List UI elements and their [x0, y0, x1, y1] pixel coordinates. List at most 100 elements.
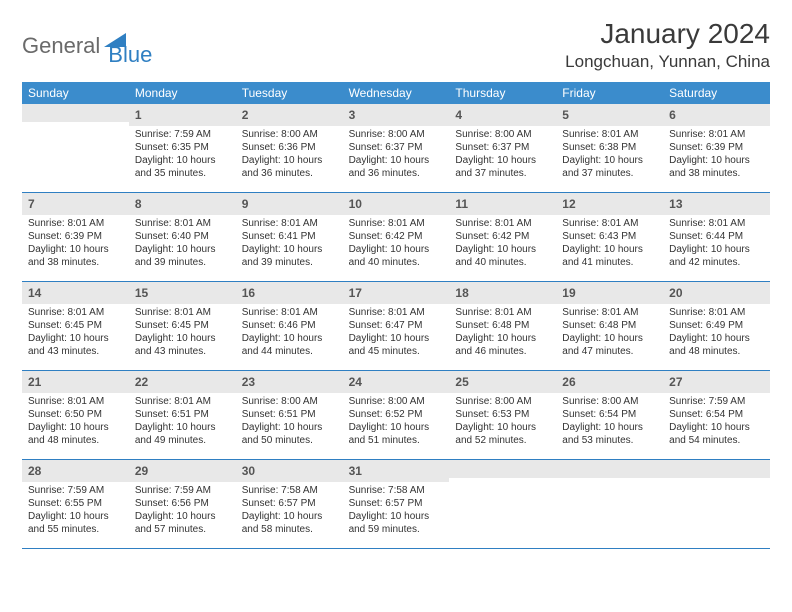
- detail-d2: and 49 minutes.: [135, 434, 230, 447]
- day-details: Sunrise: 7:58 AMSunset: 6:57 PMDaylight:…: [236, 482, 343, 542]
- day-cell: 24Sunrise: 8:00 AMSunset: 6:52 PMDayligh…: [343, 371, 450, 459]
- day-number: 27: [669, 375, 682, 389]
- day-details: Sunrise: 7:58 AMSunset: 6:57 PMDaylight:…: [343, 482, 450, 542]
- day-details: Sunrise: 8:01 AMSunset: 6:51 PMDaylight:…: [129, 393, 236, 453]
- day-number: 10: [349, 197, 362, 211]
- detail-d2: and 58 minutes.: [242, 523, 337, 536]
- detail-sr: Sunrise: 8:00 AM: [349, 128, 444, 141]
- daynum-row: 11: [449, 193, 556, 215]
- detail-d2: and 39 minutes.: [135, 256, 230, 269]
- day-cell: 21Sunrise: 8:01 AMSunset: 6:50 PMDayligh…: [22, 371, 129, 459]
- detail-d1: Daylight: 10 hours: [349, 332, 444, 345]
- detail-ss: Sunset: 6:55 PM: [28, 497, 123, 510]
- day-cell: 11Sunrise: 8:01 AMSunset: 6:42 PMDayligh…: [449, 193, 556, 281]
- daynum-row: 13: [663, 193, 770, 215]
- day-cell: 8Sunrise: 8:01 AMSunset: 6:40 PMDaylight…: [129, 193, 236, 281]
- day-number: 26: [562, 375, 575, 389]
- daynum-row: 25: [449, 371, 556, 393]
- day-number: 11: [455, 197, 468, 211]
- detail-ss: Sunset: 6:44 PM: [669, 230, 764, 243]
- week-row: 21Sunrise: 8:01 AMSunset: 6:50 PMDayligh…: [22, 371, 770, 460]
- week-row: 1Sunrise: 7:59 AMSunset: 6:35 PMDaylight…: [22, 104, 770, 193]
- detail-d2: and 53 minutes.: [562, 434, 657, 447]
- detail-d1: Daylight: 10 hours: [455, 243, 550, 256]
- detail-sr: Sunrise: 8:00 AM: [242, 128, 337, 141]
- week-row: 7 Sunrise: 8:01 AMSunset: 6:39 PMDaylight…: [22, 193, 770, 282]
- detail-ss: Sunset: 6:39 PM: [669, 141, 764, 154]
- detail-sr: Sunrise: 8:00 AM: [455, 395, 550, 408]
- day-cell: 31Sunrise: 7:58 AMSunset: 6:57 PMDayligh…: [343, 460, 450, 548]
- day-number: 7: [28, 197, 35, 211]
- day-details: Sunrise: 8:01 AMSunset: 6:39 PMDaylight:…: [22, 215, 129, 275]
- day-cell: 14Sunrise: 8:01 AMSunset: 6:45 PMDayligh…: [22, 282, 129, 370]
- daynum-row: 29: [129, 460, 236, 482]
- day-cell: 15Sunrise: 8:01 AMSunset: 6:45 PMDayligh…: [129, 282, 236, 370]
- detail-d1: Daylight: 10 hours: [135, 510, 230, 523]
- day-cell: [556, 460, 663, 548]
- detail-ss: Sunset: 6:36 PM: [242, 141, 337, 154]
- day-cell: 19Sunrise: 8:01 AMSunset: 6:48 PMDayligh…: [556, 282, 663, 370]
- day-cell: 25Sunrise: 8:00 AMSunset: 6:53 PMDayligh…: [449, 371, 556, 459]
- daynum-row: 7: [22, 193, 129, 215]
- detail-sr: Sunrise: 7:59 AM: [135, 484, 230, 497]
- title-block: January 2024 Longchuan, Yunnan, China: [565, 18, 770, 72]
- detail-ss: Sunset: 6:51 PM: [135, 408, 230, 421]
- day-number: 9: [242, 197, 249, 211]
- detail-ss: Sunset: 6:43 PM: [562, 230, 657, 243]
- day-cell: 12Sunrise: 8:01 AMSunset: 6:43 PMDayligh…: [556, 193, 663, 281]
- day-details: Sunrise: 8:01 AMSunset: 6:50 PMDaylight:…: [22, 393, 129, 453]
- detail-sr: Sunrise: 8:01 AM: [669, 306, 764, 319]
- detail-d1: Daylight: 10 hours: [242, 332, 337, 345]
- day-details: Sunrise: 8:01 AMSunset: 6:46 PMDaylight:…: [236, 304, 343, 364]
- detail-sr: Sunrise: 8:01 AM: [242, 217, 337, 230]
- day-cell: 22 Sunrise: 8:01 AMSunset: 6:51 PMDayligh…: [129, 371, 236, 459]
- detail-d2: and 38 minutes.: [669, 167, 764, 180]
- detail-d1: Daylight: 10 hours: [242, 421, 337, 434]
- detail-sr: Sunrise: 7:59 AM: [135, 128, 230, 141]
- day-details: Sunrise: 8:00 AMSunset: 6:37 PMDaylight:…: [343, 126, 450, 186]
- day-cell: 7 Sunrise: 8:01 AMSunset: 6:39 PMDaylight…: [22, 193, 129, 281]
- day-details: Sunrise: 8:01 AMSunset: 6:43 PMDaylight:…: [556, 215, 663, 275]
- detail-d2: and 43 minutes.: [28, 345, 123, 358]
- day-cell: 9Sunrise: 8:01 AMSunset: 6:41 PMDaylight…: [236, 193, 343, 281]
- daynum-row: 3: [343, 104, 450, 126]
- detail-d2: and 46 minutes.: [455, 345, 550, 358]
- daynum-row: 17: [343, 282, 450, 304]
- day-number: 30: [242, 464, 255, 478]
- detail-sr: Sunrise: 8:01 AM: [562, 306, 657, 319]
- detail-d2: and 36 minutes.: [242, 167, 337, 180]
- day-details: Sunrise: 8:01 AMSunset: 6:45 PMDaylight:…: [129, 304, 236, 364]
- daynum-row: 6: [663, 104, 770, 126]
- detail-d1: Daylight: 10 hours: [28, 421, 123, 434]
- detail-sr: Sunrise: 8:00 AM: [455, 128, 550, 141]
- detail-ss: Sunset: 6:54 PM: [669, 408, 764, 421]
- weeks-container: 1Sunrise: 7:59 AMSunset: 6:35 PMDaylight…: [22, 104, 770, 549]
- day-details: Sunrise: 8:01 AMSunset: 6:48 PMDaylight:…: [556, 304, 663, 364]
- day-cell: [449, 460, 556, 548]
- detail-ss: Sunset: 6:37 PM: [349, 141, 444, 154]
- detail-d2: and 51 minutes.: [349, 434, 444, 447]
- detail-d1: Daylight: 10 hours: [562, 332, 657, 345]
- day-details: Sunrise: 8:01 AMSunset: 6:39 PMDaylight:…: [663, 126, 770, 186]
- day-number: 6: [669, 108, 676, 122]
- detail-d1: Daylight: 10 hours: [455, 154, 550, 167]
- day-details: Sunrise: 8:01 AMSunset: 6:48 PMDaylight:…: [449, 304, 556, 364]
- daynum-row: 4: [449, 104, 556, 126]
- detail-d2: and 36 minutes.: [349, 167, 444, 180]
- logo-text-blue: Blue: [108, 42, 152, 68]
- day-cell: 26Sunrise: 8:00 AMSunset: 6:54 PMDayligh…: [556, 371, 663, 459]
- detail-d2: and 37 minutes.: [455, 167, 550, 180]
- detail-sr: Sunrise: 8:01 AM: [135, 395, 230, 408]
- detail-d2: and 42 minutes.: [669, 256, 764, 269]
- day-number: 22: [135, 375, 148, 389]
- day-number: 18: [455, 286, 468, 300]
- day-cell: 29Sunrise: 7:59 AMSunset: 6:56 PMDayligh…: [129, 460, 236, 548]
- daynum-row: 23: [236, 371, 343, 393]
- day-cell: 18 Sunrise: 8:01 AMSunset: 6:48 PMDayligh…: [449, 282, 556, 370]
- day-details: Sunrise: 8:00 AMSunset: 6:51 PMDaylight:…: [236, 393, 343, 453]
- day-details: Sunrise: 8:00 AMSunset: 6:52 PMDaylight:…: [343, 393, 450, 453]
- detail-d1: Daylight: 10 hours: [349, 243, 444, 256]
- detail-sr: Sunrise: 8:00 AM: [242, 395, 337, 408]
- day-details: Sunrise: 8:01 AMSunset: 6:44 PMDaylight:…: [663, 215, 770, 275]
- detail-d2: and 39 minutes.: [242, 256, 337, 269]
